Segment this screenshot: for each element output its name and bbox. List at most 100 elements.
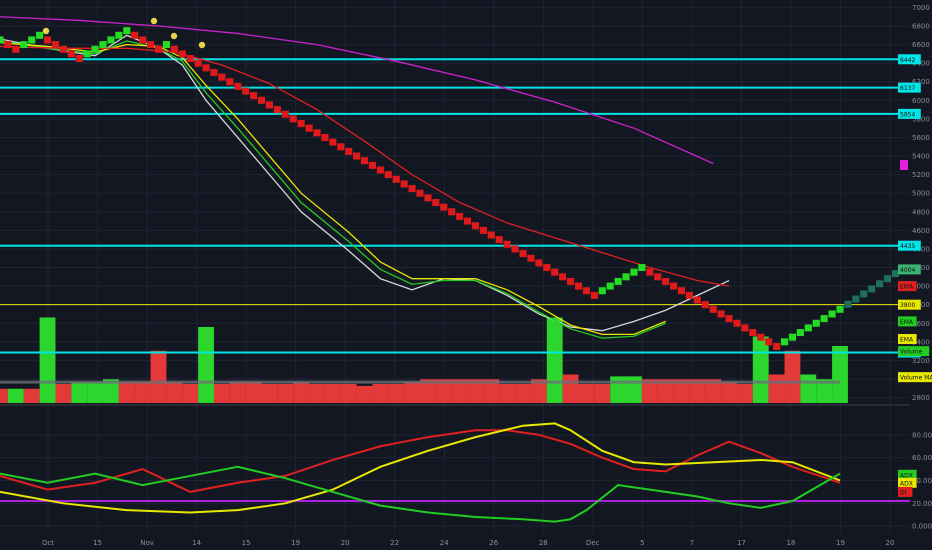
renko-brick	[329, 138, 337, 146]
indicator-tag-background	[898, 264, 921, 275]
renko-brick	[725, 315, 733, 323]
volume-bar	[800, 374, 817, 403]
renko-brick	[273, 106, 281, 114]
volume-bar	[39, 317, 56, 403]
time-tick-label: 28	[539, 539, 548, 547]
renko-brick	[194, 59, 202, 67]
renko-brick	[741, 324, 749, 332]
renko-brick	[773, 342, 781, 350]
price-tick-label: 6800	[912, 23, 930, 31]
level-price-tag-background	[898, 299, 921, 310]
time-axis: Oct 15 Nov 14 15 19 20 22 24 26 28 Dec 5 7 17 18 19 20	[42, 539, 895, 547]
volume-bar	[483, 379, 500, 403]
volume-bar	[752, 336, 769, 403]
renko-brick	[400, 180, 408, 188]
renko-brick	[788, 333, 797, 341]
indicator-tag: Volume MA	[900, 375, 932, 382]
renko-brick	[701, 301, 709, 309]
volume-bar	[594, 384, 611, 403]
renko-brick	[796, 329, 804, 337]
volume-bar	[705, 379, 722, 403]
renko-brick	[154, 45, 163, 53]
volume-bar	[0, 388, 8, 403]
volume-bar	[118, 382, 135, 403]
indicator-line	[0, 42, 666, 336]
level-price-tag: 6137	[900, 85, 915, 92]
oscillator-pane	[0, 422, 910, 527]
renko-brick	[487, 231, 495, 239]
indicator-tag-background	[898, 281, 917, 292]
price-tick-label: 7000	[912, 4, 930, 12]
signal-marker	[150, 17, 158, 25]
renko-brick	[139, 36, 147, 44]
time-tick-label: 19	[836, 539, 845, 547]
renko-brick	[368, 161, 377, 169]
level-price-tag: 4435	[900, 243, 915, 250]
time-tick-label: 26	[489, 539, 498, 547]
renko-brick	[765, 338, 773, 346]
oscillator-tick-label: 40.0000	[912, 477, 932, 485]
renko-brick	[416, 189, 424, 197]
indicator-tag-background	[898, 334, 917, 345]
volume-bar	[816, 379, 833, 403]
volume-bar	[87, 382, 104, 403]
renko-brick	[123, 27, 131, 35]
horizontal-levels	[0, 58, 900, 354]
oscillator-tick-label: 20.0000	[912, 500, 932, 508]
volume-bar	[515, 384, 531, 403]
price-tick-label: 5400	[912, 153, 930, 161]
renko-brick	[733, 319, 741, 327]
renko-brick	[51, 41, 60, 49]
projected-brick	[852, 295, 860, 303]
renko-brick	[305, 124, 313, 132]
renko-brick	[242, 87, 250, 95]
renko-brick	[67, 50, 75, 58]
renko-brick	[479, 226, 487, 234]
renko-brick	[313, 129, 321, 137]
renko-brick	[321, 133, 329, 141]
price-tick-label: 6400	[912, 60, 930, 68]
price-tick-label: 2800	[912, 394, 930, 402]
renko-brick	[376, 166, 384, 174]
price-tick-label: 3200	[912, 357, 930, 365]
oscillator-line	[0, 429, 841, 493]
renko-brick	[519, 250, 527, 258]
renko-brick	[463, 217, 472, 225]
price-pane	[0, 0, 910, 533]
volume-bar	[546, 317, 563, 403]
volume-bar	[736, 384, 753, 403]
indicator-tag-background	[898, 372, 932, 383]
renko-brick	[812, 319, 820, 327]
volume-bar	[245, 382, 262, 403]
time-tick-label: 19	[291, 539, 300, 547]
renko-brick	[582, 287, 590, 295]
volume-bar	[451, 379, 468, 403]
oscillator-tick-label: 80.0000	[912, 431, 932, 439]
renko-brick	[226, 78, 234, 86]
level-price-tag: 6442	[900, 57, 915, 64]
renko-brick	[527, 254, 535, 262]
volume-bar	[229, 382, 246, 403]
renko-brick	[551, 268, 559, 276]
volume-bar	[499, 384, 516, 403]
volume-bar	[198, 327, 214, 403]
time-tick-label: 18	[786, 539, 795, 547]
volume-bar	[673, 379, 690, 403]
renko-brick	[432, 199, 440, 206]
volume-bar	[467, 379, 484, 403]
renko-brick	[131, 31, 139, 39]
renko-brick	[630, 268, 638, 276]
volume-bar	[578, 384, 595, 403]
renko-brick	[4, 41, 12, 49]
oscillator-axis: 80.0000 60.0000 40.0000 20.0000 0.0000	[912, 431, 932, 530]
level-price-tag-background	[898, 108, 921, 119]
indicator-line	[0, 40, 666, 339]
volume-bar	[309, 384, 325, 403]
volume-bar	[784, 350, 801, 403]
renko-brick	[590, 291, 598, 299]
oscillator-gridlines	[0, 434, 910, 527]
volume-bar	[150, 350, 167, 403]
price-tick-label: 5600	[912, 134, 930, 142]
renko-brick	[12, 45, 20, 53]
